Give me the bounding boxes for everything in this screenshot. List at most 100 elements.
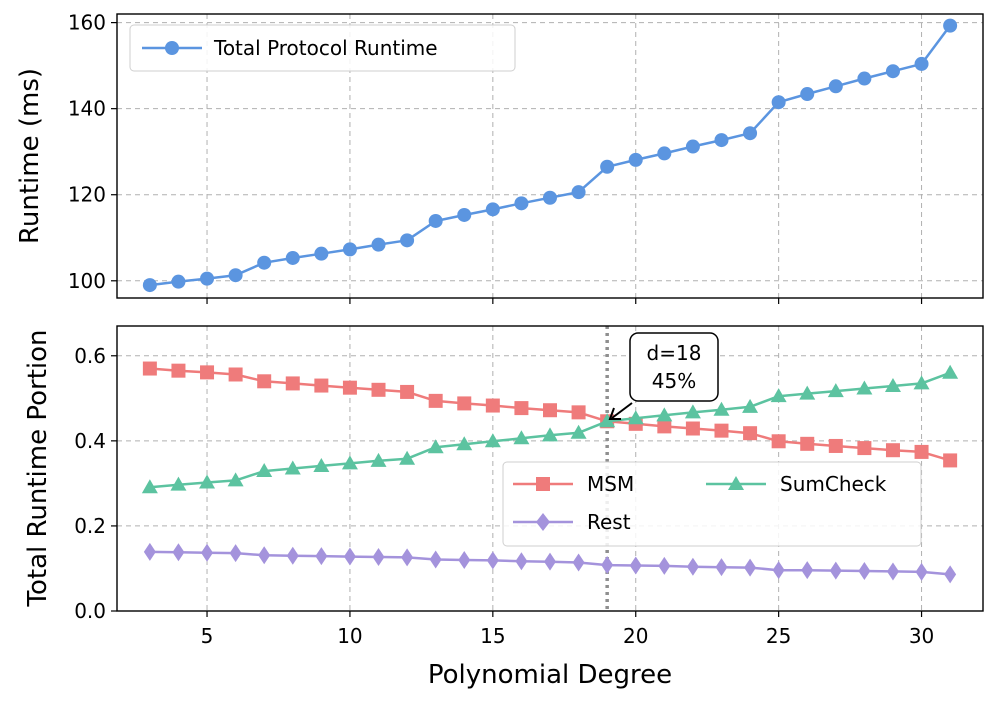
- data-point-total-protocol-runtime: [514, 196, 529, 211]
- x-tick-label: 10: [337, 624, 362, 648]
- bottom-y-axis-label: Total Runtime Portion: [23, 330, 53, 608]
- data-point-sumcheck: [684, 404, 701, 419]
- data-point-total-protocol-runtime: [171, 274, 186, 289]
- data-point-sumcheck: [284, 460, 301, 475]
- data-point-sumcheck: [456, 436, 473, 451]
- data-point-msm: [171, 363, 186, 378]
- data-point-rest: [601, 556, 614, 575]
- data-point-total-protocol-runtime: [428, 213, 443, 228]
- data-point-sumcheck: [256, 463, 273, 478]
- data-point-sumcheck: [170, 476, 187, 491]
- data-point-rest: [772, 561, 785, 580]
- data-point-msm: [857, 441, 872, 456]
- data-point-sumcheck: [770, 388, 787, 403]
- data-point-sumcheck: [827, 383, 844, 398]
- data-point-sumcheck: [742, 398, 759, 413]
- data-point-total-protocol-runtime: [743, 126, 758, 141]
- data-point-total-protocol-runtime: [314, 246, 329, 261]
- top-plot-frame: [116, 13, 984, 299]
- data-point-sumcheck: [542, 427, 558, 442]
- data-point-msm: [285, 376, 300, 391]
- data-point-rest: [544, 552, 556, 571]
- data-point-total-protocol-runtime: [800, 87, 815, 102]
- data-point-msm: [428, 393, 443, 408]
- data-point-total-protocol-runtime: [714, 133, 729, 148]
- data-point-msm: [800, 436, 815, 451]
- legend-marker-rest: [536, 513, 550, 531]
- data-point-msm: [457, 396, 472, 411]
- data-point-sumcheck: [913, 375, 930, 390]
- data-point-rest: [829, 561, 842, 580]
- data-point-rest: [515, 552, 528, 571]
- data-point-msm: [914, 444, 929, 459]
- x-axis-label: Polynomial Degree: [428, 660, 672, 690]
- data-point-sumcheck: [656, 407, 673, 422]
- data-point-msm: [657, 419, 672, 434]
- data-point-rest: [801, 561, 814, 580]
- top-ticks: 100 120 140 160: [68, 11, 923, 304]
- data-point-msm: [257, 374, 272, 389]
- data-point-sumcheck: [370, 452, 387, 467]
- data-point-msm: [543, 403, 557, 418]
- data-point-total-protocol-runtime: [543, 190, 557, 205]
- data-point-rest: [858, 562, 871, 581]
- top-panel: 100 120 140 160 Runtime (ms) Total Protocol…: [15, 11, 984, 304]
- x-tick-label: 15: [480, 624, 505, 648]
- data-point-sumcheck: [313, 457, 330, 472]
- data-point-total-protocol-runtime: [485, 202, 500, 217]
- data-point-msm: [485, 398, 500, 413]
- legend-label-sumcheck: SumCheck: [780, 472, 887, 496]
- data-point-msm: [400, 384, 415, 399]
- data-point-rest: [343, 547, 356, 566]
- data-point-msm: [342, 380, 357, 395]
- bottom-legend-box: [502, 461, 922, 547]
- data-point-total-protocol-runtime: [600, 159, 615, 174]
- data-point-sumcheck: [942, 364, 959, 379]
- data-point-sumcheck: [427, 439, 444, 454]
- annotation-arrow-shaft: [611, 402, 633, 419]
- annotation-arrow-head: [608, 407, 621, 420]
- data-point-rest: [572, 553, 585, 572]
- x-tick-label: 5: [201, 624, 214, 648]
- data-point-msm: [885, 443, 900, 458]
- legend-marker-sumcheck: [728, 476, 744, 490]
- y-tick-label: 100: [68, 269, 106, 293]
- data-point-msm: [514, 401, 529, 416]
- bottom-legend: MSM SumCheck Rest: [502, 461, 922, 547]
- data-point-rest: [458, 550, 471, 569]
- data-point-msm: [571, 405, 586, 420]
- y-tick-label: 0.6: [74, 344, 106, 368]
- data-point-total-protocol-runtime: [914, 56, 929, 71]
- data-point-msm: [142, 361, 157, 376]
- bottom-plot-frame: [116, 325, 984, 612]
- data-point-msm: [314, 378, 329, 393]
- data-point-sumcheck: [341, 455, 358, 470]
- data-point-total-protocol-runtime: [371, 237, 386, 252]
- top-y-axis-label: Runtime (ms): [15, 68, 45, 244]
- data-point-total-protocol-runtime: [943, 18, 958, 33]
- legend-label-rest: Rest: [587, 510, 631, 534]
- bottom-panel: 5 10 15 20 25 30 0.0 0.2 0.4 0.6 Total Runtime Po…: [23, 325, 984, 690]
- data-point-total-protocol-runtime: [200, 271, 215, 286]
- data-point-rest: [286, 546, 299, 565]
- data-point-total-protocol-runtime: [828, 79, 843, 94]
- annotation-box: [629, 332, 719, 402]
- data-point-total-protocol-runtime: [628, 152, 643, 167]
- data-point-rest: [486, 551, 499, 570]
- data-point-total-protocol-runtime: [885, 64, 900, 79]
- data-point-total-protocol-runtime: [685, 139, 700, 154]
- data-point-sumcheck: [799, 385, 816, 400]
- data-point-rest: [172, 543, 185, 562]
- data-point-sumcheck: [713, 401, 730, 416]
- top-legend-marker-total: [165, 41, 179, 55]
- data-point-total-protocol-runtime: [571, 185, 586, 200]
- data-point-sumcheck: [627, 410, 644, 425]
- data-point-rest: [401, 548, 414, 567]
- x-tick-label: 25: [766, 624, 791, 648]
- y-tick-label: 0.2: [74, 514, 106, 538]
- y-tick-label: 0.4: [74, 429, 106, 453]
- data-point-sumcheck: [570, 424, 587, 439]
- data-point-total-protocol-runtime: [857, 71, 872, 86]
- data-point-msm: [714, 423, 729, 438]
